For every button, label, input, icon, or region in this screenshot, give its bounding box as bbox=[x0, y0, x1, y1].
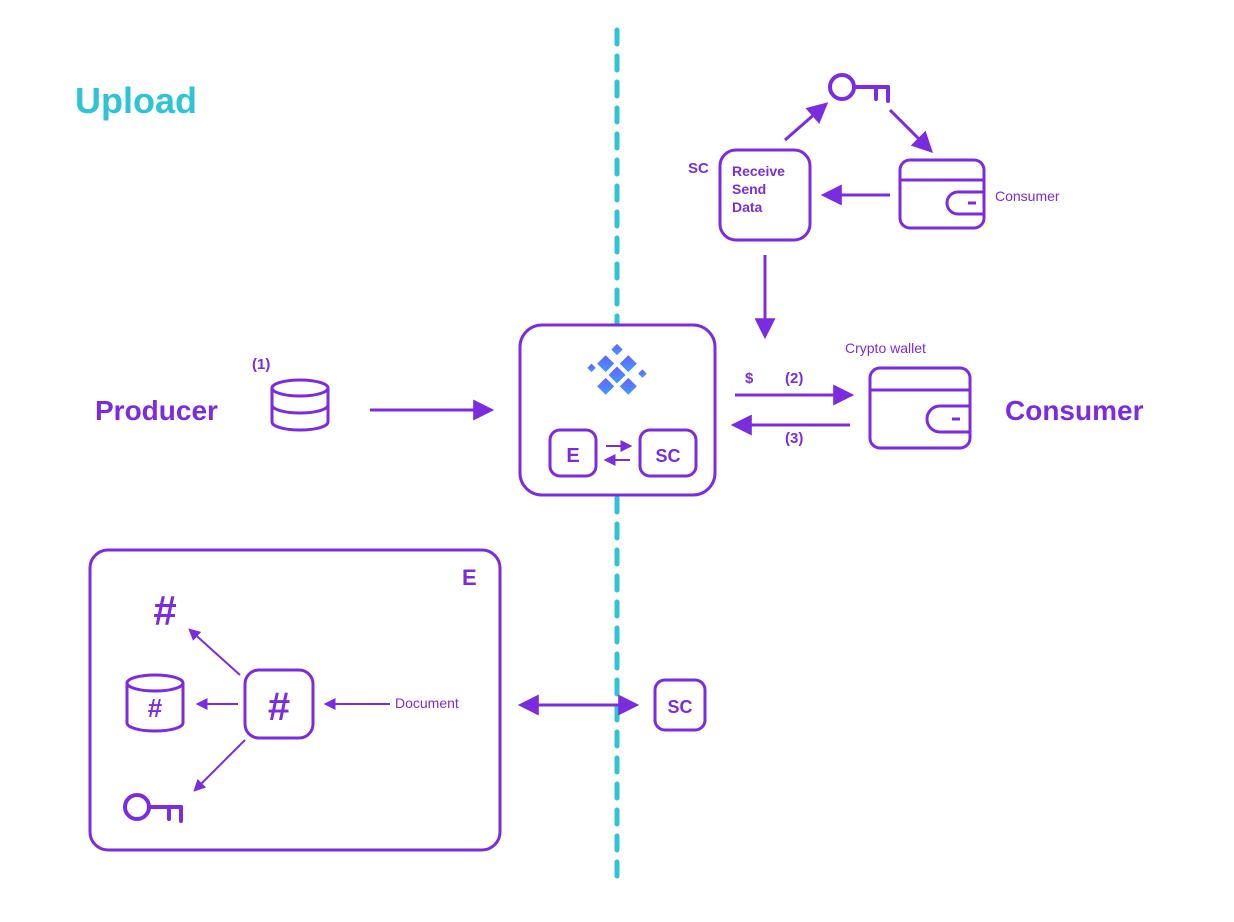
consumer-label: Consumer bbox=[1005, 395, 1143, 427]
center-e-label: E bbox=[566, 445, 579, 467]
svg-text:#: # bbox=[148, 693, 163, 723]
arrow-hash-to-key bbox=[195, 740, 245, 790]
key-icon bbox=[830, 75, 888, 101]
arrow-key-to-wallet bbox=[890, 110, 930, 150]
dollar-label: $ bbox=[745, 370, 753, 387]
step-3-label: (3) bbox=[785, 430, 803, 447]
step-2-label: (2) bbox=[785, 370, 803, 387]
top-wallet-icon bbox=[900, 160, 984, 228]
sc-top-line2: Send bbox=[732, 180, 785, 198]
hash-plain-icon: # bbox=[153, 587, 176, 634]
document-label: Document bbox=[395, 695, 459, 711]
producer-label: Producer bbox=[95, 395, 218, 427]
arrow-sc-to-key bbox=[785, 105, 825, 140]
e-panel-label: E bbox=[462, 565, 477, 591]
sc-top-line3: Data bbox=[732, 198, 785, 216]
sc-top-text: Receive Send Data bbox=[732, 162, 785, 217]
sc-small-label: SC bbox=[667, 697, 692, 717]
database-hash-icon: # bbox=[127, 675, 183, 731]
arrow-hash-to-tophash bbox=[190, 630, 240, 675]
key-bottom-icon bbox=[125, 795, 181, 821]
hash-icon: # bbox=[268, 685, 290, 729]
sc-top-pre-label: SC bbox=[688, 160, 709, 177]
center-sc-label: SC bbox=[655, 446, 680, 466]
top-wallet-label: Consumer bbox=[995, 188, 1060, 204]
database-icon bbox=[272, 380, 328, 430]
producer-step-1: (1) bbox=[252, 356, 270, 373]
crypto-wallet-label: Crypto wallet bbox=[845, 340, 926, 356]
diagram-canvas: E SC # # bbox=[0, 0, 1234, 922]
sc-top-line1: Receive bbox=[732, 162, 785, 180]
wallet-icon bbox=[870, 368, 970, 448]
